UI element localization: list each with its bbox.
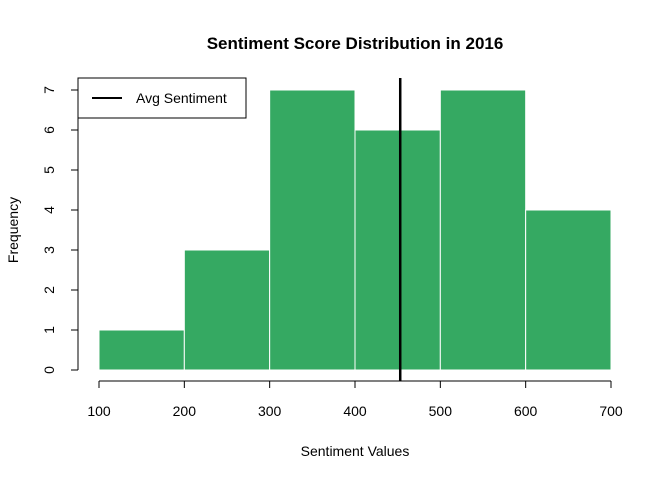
histogram-bar-500-600 [439,89,527,371]
y-axis-label: Frequency [5,197,21,263]
bars-group [98,89,612,371]
chart-title: Sentiment Score Distribution in 2016 [207,34,504,53]
y-tick-label-3: 3 [41,246,57,254]
histogram-bar-100-200 [98,329,185,371]
y-tick-label-7: 7 [41,86,57,94]
legend-entry-avg-sentiment: Avg Sentiment [136,90,227,106]
x-tick-label-300: 300 [258,403,282,419]
y-tick-label-5: 5 [41,166,57,174]
histogram-bar-200-300 [183,249,271,371]
y-tick-label-6: 6 [41,126,57,134]
x-tick-label-200: 200 [173,403,197,419]
histogram-bar-300-400 [269,89,356,371]
x-tick-label-400: 400 [343,403,367,419]
legend: Avg Sentiment [77,77,247,119]
legend-box [77,77,247,119]
x-tick-label-600: 600 [514,403,538,419]
y-tick-label-1: 1 [41,326,57,334]
x-tick-label-500: 500 [429,403,453,419]
y-tick-label-2: 2 [41,286,57,294]
y-tick-label-4: 4 [41,206,57,214]
x-tick-label-700: 700 [599,403,623,419]
x-axis-label: Sentiment Values [301,443,410,459]
y-axis: 0 1 2 3 4 5 6 7 [41,86,79,374]
histogram-bar-400-500 [354,129,441,371]
x-axis: 100 200 300 400 500 600 700 [87,380,623,419]
x-tick-label-100: 100 [87,403,111,419]
y-tick-label-0: 0 [41,366,57,374]
histogram-bar-600-700 [525,209,612,371]
